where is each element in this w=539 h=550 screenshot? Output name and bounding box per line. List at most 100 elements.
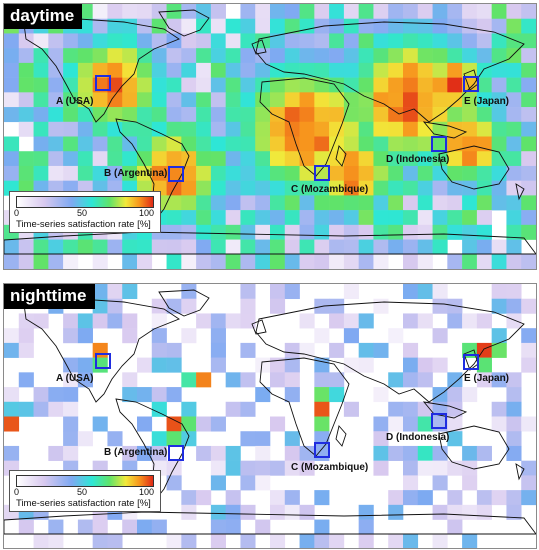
grid-cell [373,62,389,78]
grid-cell [388,48,404,64]
grid-cell [151,328,167,344]
daytime-legend: 0 50 100 Time-series satisfaction rate [… [9,191,161,233]
grid-cell [18,33,34,49]
grid-cell [476,151,492,167]
grid-cell [491,48,507,64]
grid-cell [506,4,522,20]
legend-caption: Time-series satisfaction rate [%] [16,219,151,230]
grid-cell [432,475,448,491]
grid-cell [270,224,286,240]
grid-cell [403,18,419,34]
grid-cell [122,239,138,255]
grid-cell [166,48,182,64]
grid-cell [240,372,256,388]
grid-cell [329,372,345,388]
grid-cell [521,460,536,476]
grid-cell [299,165,315,181]
grid-cell [388,534,404,548]
grid-cell [462,33,478,49]
grid-cell [240,313,256,329]
site-c-box [314,165,330,181]
grid-cell [491,239,507,255]
grid-cell [4,342,20,358]
grid-cell [181,210,197,226]
grid-cell [284,107,300,123]
grid-cell [137,62,153,78]
grid-cell [4,136,20,152]
grid-cell [388,401,404,417]
grid-cell [240,77,256,93]
grid-cell [181,328,197,344]
grid-cells [4,284,536,548]
grid-cell [417,33,433,49]
grid-cell [181,18,197,34]
grid-cell [447,313,463,329]
grid-cell [476,254,492,269]
grid-cell [403,239,419,255]
grid-cell [476,136,492,152]
grid-cell [432,239,448,255]
grid-cell [388,445,404,461]
grid-cell [388,504,404,520]
grid-cell [462,460,478,476]
grid-cell [284,372,300,388]
grid-cell [358,136,374,152]
grid-cell [181,136,197,152]
grid-cell [314,92,330,108]
grid-cell [122,107,138,123]
grid-cell [521,77,536,93]
grid-cell [151,431,167,447]
grid-cell [151,239,167,255]
colorbar [16,196,154,208]
grid-cell [240,121,256,137]
grid-cell [210,224,226,240]
grid-cell [240,504,256,520]
grid-cell [284,136,300,152]
grid-cell [447,416,463,432]
grid-cell [284,92,300,108]
grid-cell [506,313,522,329]
grid-cell [299,445,315,461]
grid-cell [284,33,300,49]
grid-cell [329,151,345,167]
grid-cell [18,151,34,167]
grid-cell [329,195,345,211]
grid-cell [4,445,20,461]
grid-cell [447,372,463,388]
grid-cell [196,165,212,181]
grid-cell [388,121,404,137]
grid-cell [33,92,49,108]
grid-cell [314,224,330,240]
grid-cell [137,33,153,49]
grid-cell [403,121,419,137]
grid-cell [196,18,212,34]
grid-cell [255,107,271,123]
grid-cell [270,18,286,34]
grid-cell [137,151,153,167]
grid-cell [373,107,389,123]
grid-cell [181,284,197,300]
coastline [4,511,536,535]
grid-cell [432,284,448,300]
grid-cell [358,210,374,226]
grid-cell [225,224,241,240]
grid-cell [388,18,404,34]
grid-cell [476,48,492,64]
grid-cell [4,33,20,49]
grid-cell [403,151,419,167]
grid-cell [33,77,49,93]
grid-cell [240,33,256,49]
grid-cell [77,77,93,93]
legend-tick-mid: 50 [77,208,88,218]
grid-cell [77,239,93,255]
grid-cell [343,254,359,269]
grid-cell [373,136,389,152]
grid-cell [122,4,138,20]
grid-cell [137,445,153,461]
grid-cell [403,460,419,476]
grid-cell [432,18,448,34]
grid-cell [299,77,315,93]
grid-cell [48,534,64,548]
grid-cell [181,4,197,20]
site-b-box [168,166,184,182]
